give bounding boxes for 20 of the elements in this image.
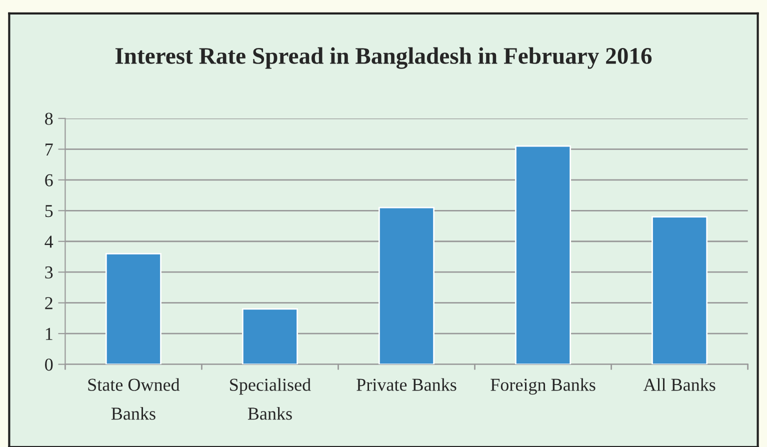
y-tick-label: 6 [45,174,53,186]
y-tick-label: 8 [45,112,53,125]
x-tick-label: All Banks [643,378,716,391]
x-tick-label: Specialised Banks [230,378,311,420]
bar [242,308,298,364]
y-tick-label: 1 [46,328,52,340]
bar [105,252,162,364]
x-tick-label: Private Banks [356,378,456,391]
y-tick-label: 7 [46,144,53,156]
x-tick-label: Foreign Banks [490,378,596,395]
y-tick-label: 2 [45,297,52,310]
y-tick-label: 0 [45,358,53,371]
bar [515,145,572,364]
bar [652,216,708,364]
y-tick-label: 3 [45,266,53,279]
y-tick-label: 5 [45,205,53,218]
x-tick-label: State Owned Banks [88,378,180,420]
chart-title: Interest Rate Spread in Bangladesh in February 2016 [115,47,652,69]
y-tick-label: 4 [44,236,54,248]
bar [378,206,435,364]
